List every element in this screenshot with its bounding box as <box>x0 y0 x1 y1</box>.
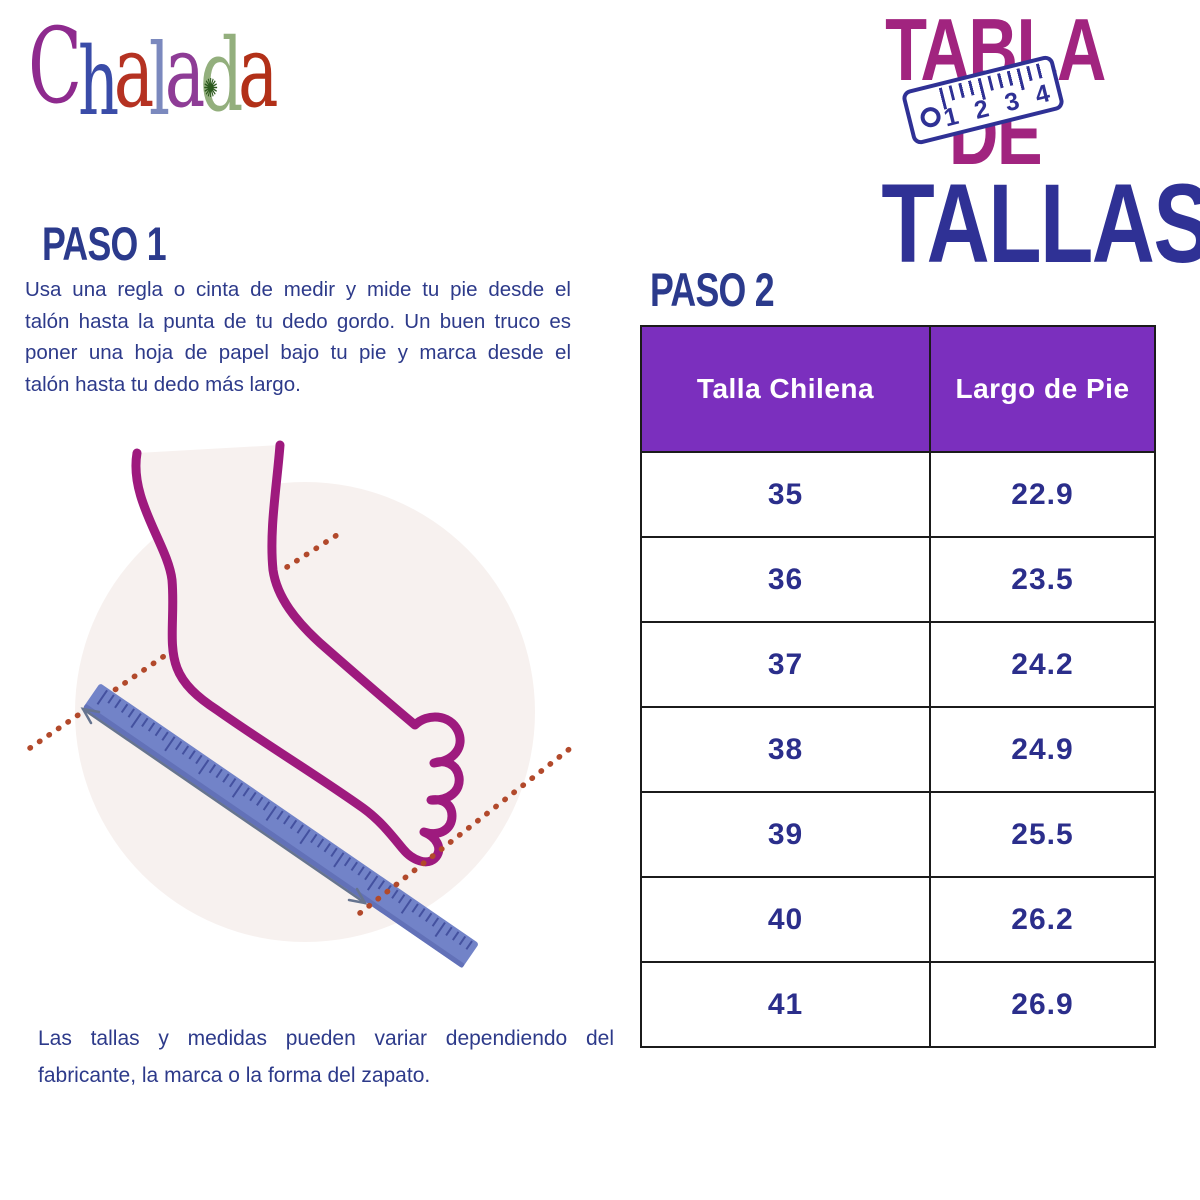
text-line: fabricante, la marca o la forma del zapa… <box>38 1064 431 1087</box>
table-cell: 22.9 <box>929 451 1156 538</box>
toe-dotted-line <box>357 744 575 916</box>
foot-measurement-illustration <box>27 440 575 968</box>
table-cell: 24.9 <box>929 706 1156 793</box>
size-table-body: 35 22.9 36 23.5 37 24.2 38 24.9 39 25.5 40 26.2 41 26… <box>640 451 1156 1048</box>
size-table-header: Talla Chilena Largo de Pie <box>640 325 1156 453</box>
text-line: talón hasta tu dedo más largo. <box>25 372 301 396</box>
table-cell: 39 <box>640 791 931 878</box>
ruler-icon-digit: 4 <box>1032 79 1053 110</box>
brand-logo: Chalad ✺ a <box>28 14 328 134</box>
size-table-header-largo: Largo de Pie <box>929 325 1156 453</box>
ankle-dotted-line <box>284 532 340 570</box>
logo-letter: C <box>28 5 83 127</box>
table-cell: 38 <box>640 706 931 793</box>
step1-heading: PASO 1 <box>42 217 167 270</box>
table-cell: 37 <box>640 621 931 708</box>
table-cell: 40 <box>640 876 931 963</box>
logo-letter: a <box>113 13 155 130</box>
table-cell: 41 <box>640 961 931 1048</box>
step1-instructions: Usa una regla o cinta de medir y mide tu… <box>25 274 571 400</box>
size-table-header-talla: Talla Chilena <box>640 325 931 453</box>
size-table-header-row: Talla Chilena Largo de Pie <box>640 325 1156 453</box>
brand-logo-letters: Chalad ✺ a <box>28 5 278 130</box>
text-line: talón hasta la punta de tu dedo gordo. U… <box>25 309 571 333</box>
table-cell: 23.5 <box>929 536 1156 623</box>
logo-letter: h <box>78 28 120 137</box>
step2-heading: PASO 2 <box>650 263 775 316</box>
disclaimer-note: Las tallas y medidas pueden variar depen… <box>38 1020 614 1094</box>
table-cell: 36 <box>640 536 931 623</box>
table-row: 35 22.9 <box>640 451 1156 538</box>
title-text-tallas: TALLAS <box>881 161 1200 286</box>
table-cell: 25.5 <box>929 791 1156 878</box>
title-line-2: TALLAS <box>835 168 1200 280</box>
text-line: Las tallas y medidas pueden variar depen… <box>38 1027 614 1050</box>
size-table: Talla Chilena Largo de Pie 35 22.9 36 23.5 3… <box>640 325 1156 1048</box>
table-cell: 26.9 <box>929 961 1156 1048</box>
foot-outline <box>131 440 465 867</box>
logo-letter: a <box>237 13 279 130</box>
ruler-icon-digit: 3 <box>1001 86 1023 118</box>
table-row: 40 26.2 <box>640 876 1156 963</box>
measurement-arrow <box>80 707 368 905</box>
logo-flower-icon: ✺ <box>203 74 219 104</box>
ruler-icon-digit: 1 <box>941 101 962 133</box>
logo-letter: a <box>164 13 206 130</box>
ruler-icon-zero-hole <box>918 105 943 130</box>
table-row: 36 23.5 <box>640 536 1156 623</box>
table-row: 41 26.9 <box>640 961 1156 1048</box>
table-row: 39 25.5 <box>640 791 1156 878</box>
table-cell: 24.2 <box>929 621 1156 708</box>
table-cell: 35 <box>640 451 931 538</box>
logo-letter: l <box>148 24 171 138</box>
table-row: 37 24.2 <box>640 621 1156 708</box>
table-row: 38 24.9 <box>640 706 1156 793</box>
text-line: Usa una regla o cinta de medir y mide tu… <box>25 278 571 301</box>
logo-letter: d ✺ <box>199 17 244 134</box>
text-line: poner una hoja de papel bajo tu pie y ma… <box>25 341 571 364</box>
ruler-icon-digit: 2 <box>971 94 992 125</box>
table-cell: 26.2 <box>929 876 1156 963</box>
